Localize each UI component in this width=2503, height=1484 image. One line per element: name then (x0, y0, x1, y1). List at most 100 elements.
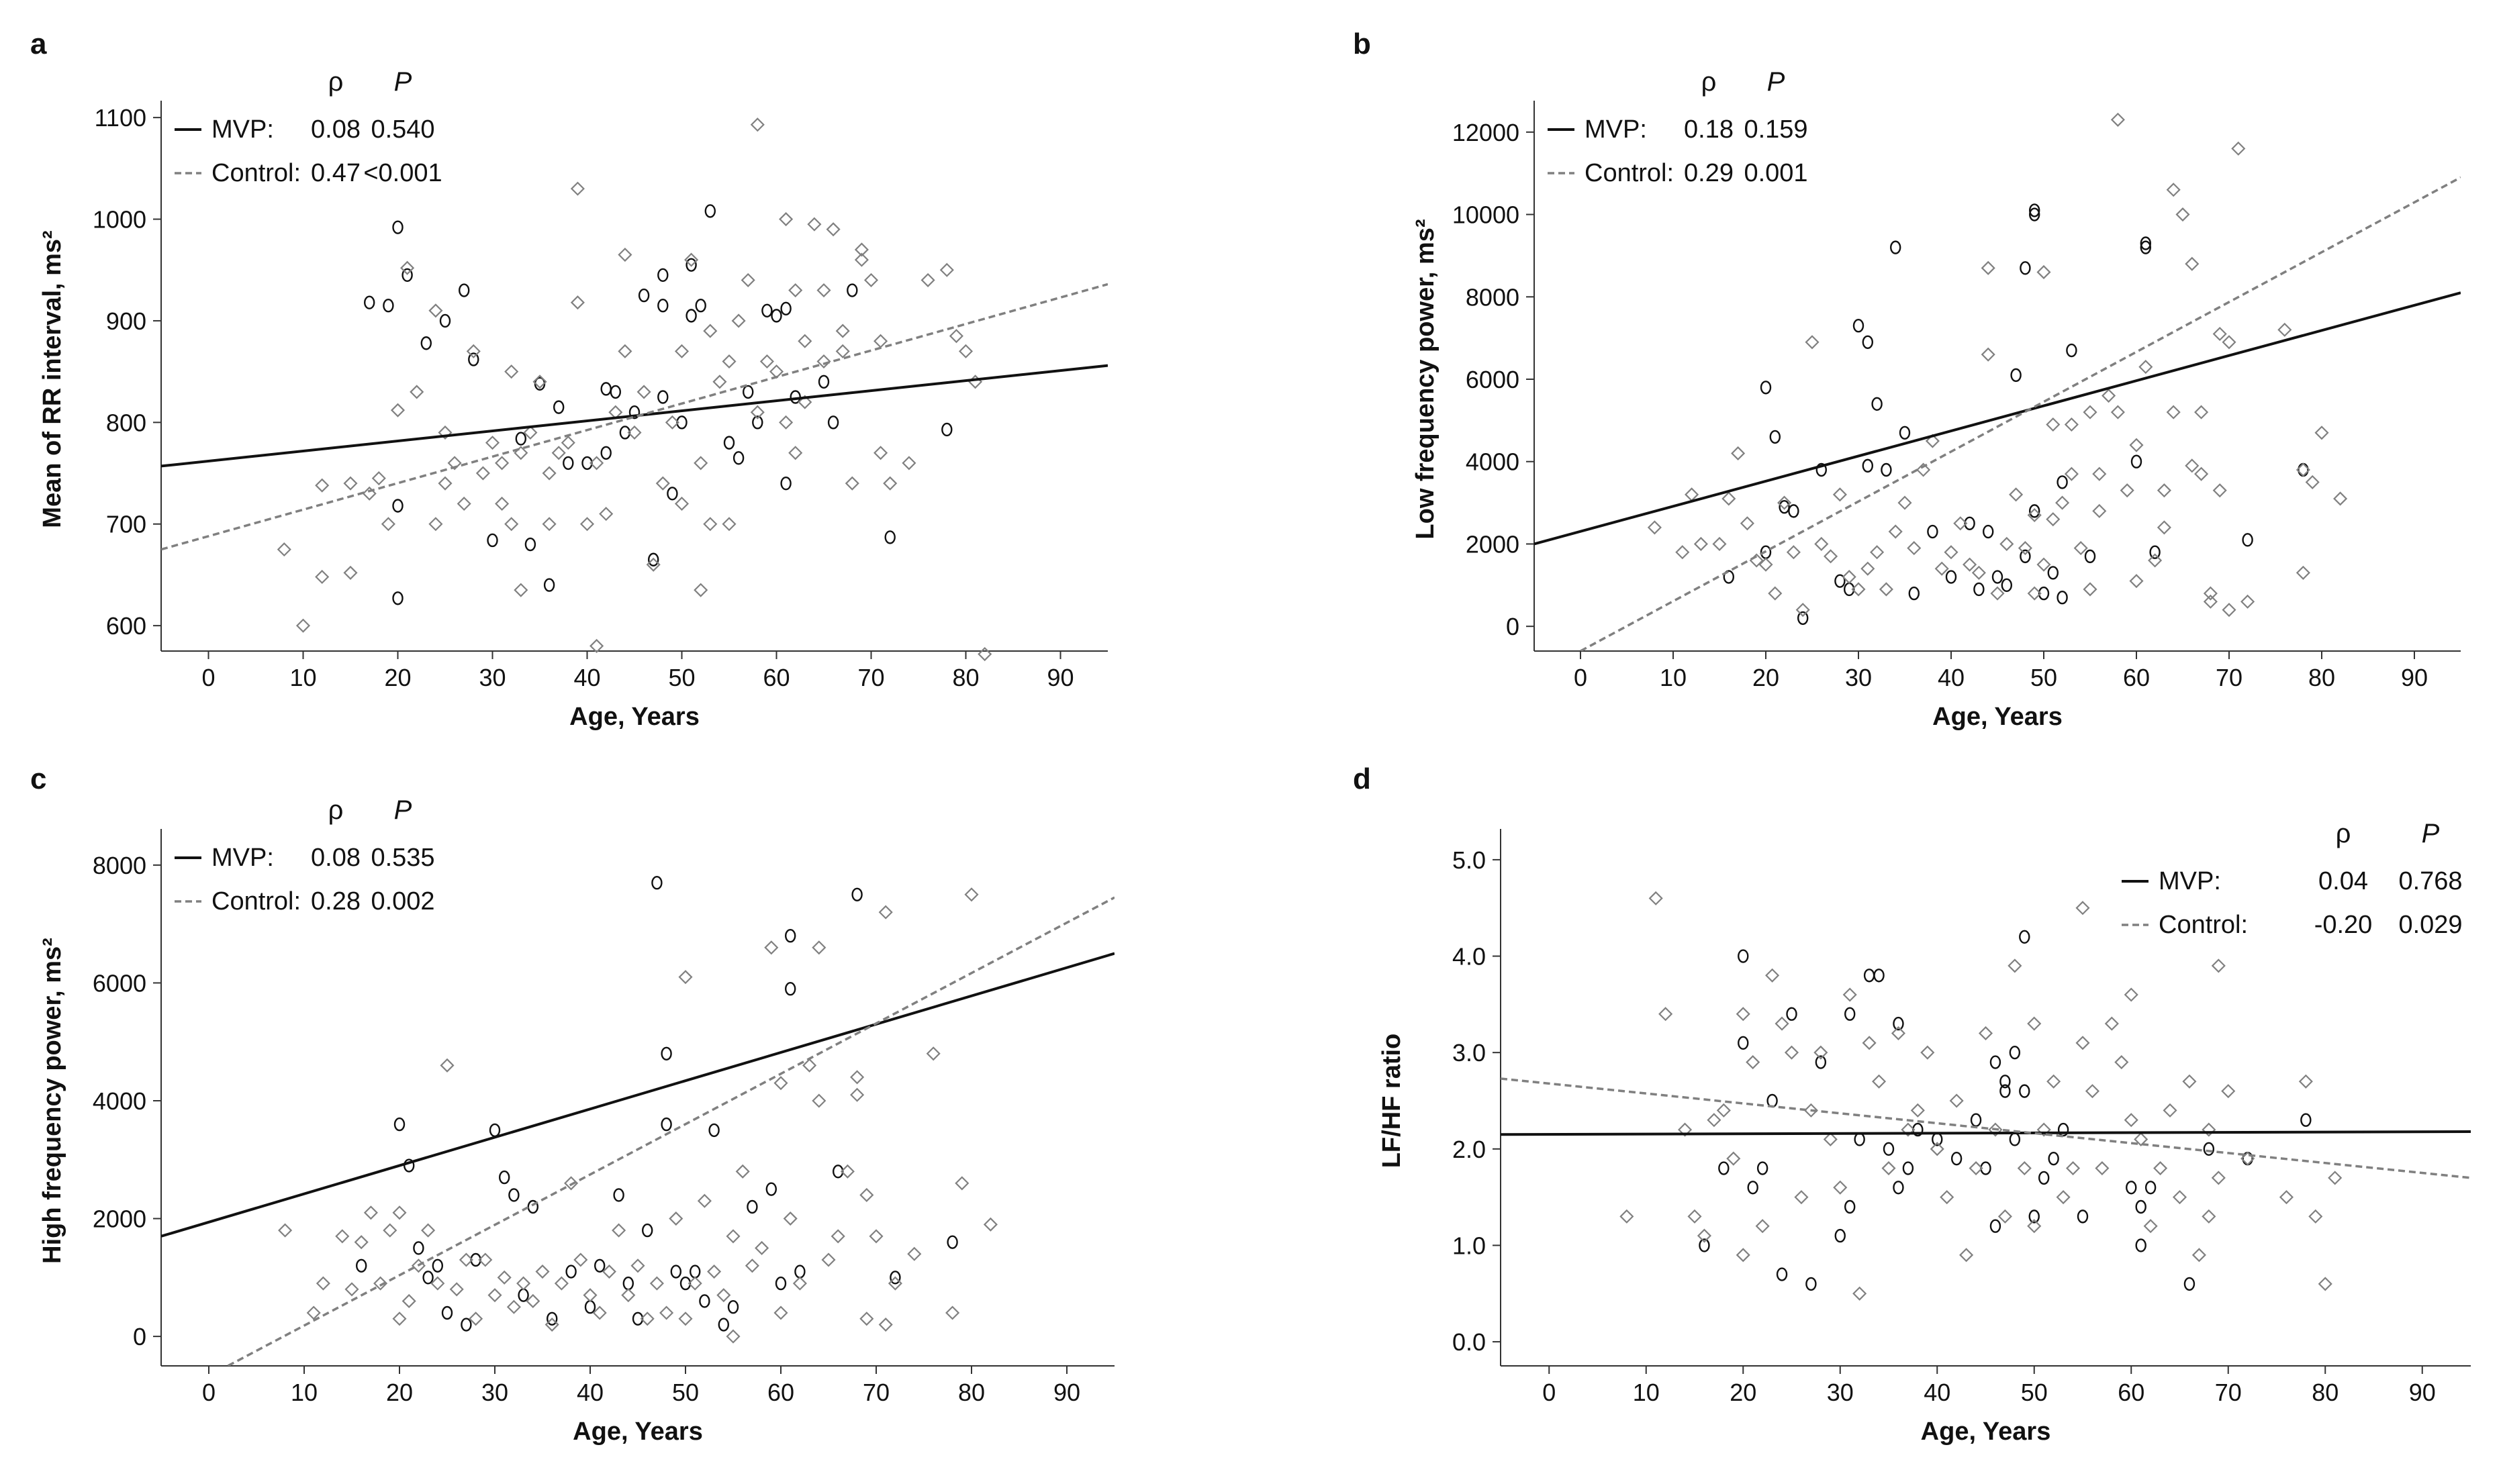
mvp-point (1989, 1219, 2001, 1233)
control-point (949, 329, 963, 344)
x-tick-label: 0 (202, 1379, 216, 1406)
control-point (802, 1058, 817, 1073)
control-point (854, 242, 869, 257)
control-point (2157, 520, 2171, 535)
legend-rho-value: 0.08 (311, 844, 361, 872)
control-point (618, 344, 632, 358)
mvp-point (742, 385, 754, 399)
control-point (2027, 1016, 2042, 1031)
control-point (2240, 594, 2255, 609)
control-point (1925, 434, 1940, 448)
control-point (779, 211, 794, 227)
y-tick-label: 6000 (1466, 366, 1519, 393)
control-point (2120, 483, 2134, 498)
x-tick-label: 60 (767, 1379, 794, 1406)
control-point (1619, 1209, 1634, 1224)
mvp-point (1723, 570, 1735, 584)
control-point (2017, 1160, 2032, 1176)
control-point (2211, 1171, 2226, 1185)
series-mvp (356, 876, 958, 1332)
control-point (697, 1193, 712, 1208)
control-point (1999, 536, 2014, 552)
control-point (2092, 466, 2107, 481)
control-point (2166, 405, 2181, 419)
mvp-point (553, 400, 565, 414)
control-point (1879, 582, 1893, 597)
legend-rho-value: 0.29 (1684, 159, 1734, 187)
mvp-point (1760, 381, 1772, 395)
mvp-point (884, 530, 896, 544)
control-point (2009, 487, 2024, 502)
mvp-point (661, 1046, 672, 1060)
control-point (2083, 582, 2097, 597)
control-point (478, 1252, 493, 1267)
control-point (907, 1246, 922, 1261)
control-point (1712, 536, 1727, 552)
control-point (869, 1229, 884, 1244)
control-point (2222, 335, 2236, 350)
control-point (2143, 1219, 2158, 1234)
control-point (964, 887, 979, 902)
control-point (2110, 405, 2125, 419)
control-point (873, 446, 888, 460)
x-tick-label: 30 (481, 1379, 508, 1406)
mvp-point (775, 1276, 787, 1291)
mvp-point (1950, 1151, 1963, 1166)
control-point (1647, 520, 1662, 535)
control-point (2308, 1209, 2323, 1224)
control-point (1988, 1122, 2003, 1137)
control-point (2036, 264, 2051, 280)
x-tick-label: 80 (952, 664, 979, 691)
y-tick-label: 10000 (1452, 201, 1519, 229)
mvp-point (1871, 397, 1883, 411)
mvp-point (2144, 1181, 2157, 1195)
control-point (2075, 901, 2090, 916)
control-point (371, 471, 386, 486)
control-point (773, 1076, 788, 1091)
legend-rho-header: ρ (1701, 67, 1717, 97)
mvp-point (890, 1271, 901, 1285)
control-point (1860, 561, 1875, 576)
series-mvp (1723, 203, 2309, 626)
mvp-point (413, 1241, 424, 1255)
control-point (532, 375, 547, 389)
control-point (1721, 491, 1736, 506)
mvp-point (747, 1199, 758, 1214)
mvp-point (1927, 524, 1938, 539)
mvp-point (2135, 1199, 2146, 1214)
control-point (459, 1252, 473, 1267)
control-point (497, 1270, 512, 1285)
control-regression-line (1501, 1077, 2471, 1179)
control-point (487, 1288, 502, 1303)
control-point (2092, 503, 2107, 518)
control-point (958, 344, 974, 358)
control-point (1851, 582, 1866, 597)
control-point (2008, 958, 2022, 973)
control-point (807, 217, 822, 232)
control-point (1888, 524, 1903, 539)
control-point (2104, 1016, 2119, 1031)
control-point (2202, 1209, 2216, 1224)
y-tick-label: 800 (106, 409, 146, 436)
mvp-point (392, 499, 404, 513)
legend-series-name: Control: (1585, 159, 1674, 187)
control-point (726, 1229, 741, 1244)
mvp-point (780, 476, 792, 491)
control-point (362, 486, 377, 501)
control-point (428, 303, 443, 318)
control-point (1870, 545, 1885, 560)
mvp-point (657, 268, 669, 283)
control-point (2314, 426, 2329, 440)
control-point (1795, 603, 1810, 617)
y-tick-label: 2000 (1466, 530, 1519, 558)
mvp-point (752, 415, 763, 430)
mvp-point (667, 487, 678, 501)
control-point (850, 1070, 865, 1085)
mvp-point (581, 456, 593, 471)
control-point (2222, 603, 2236, 617)
mvp-point (2028, 504, 2040, 518)
mvp-point (441, 1305, 453, 1320)
control-point (968, 375, 983, 389)
control-point (703, 324, 718, 338)
control-point (428, 517, 443, 532)
